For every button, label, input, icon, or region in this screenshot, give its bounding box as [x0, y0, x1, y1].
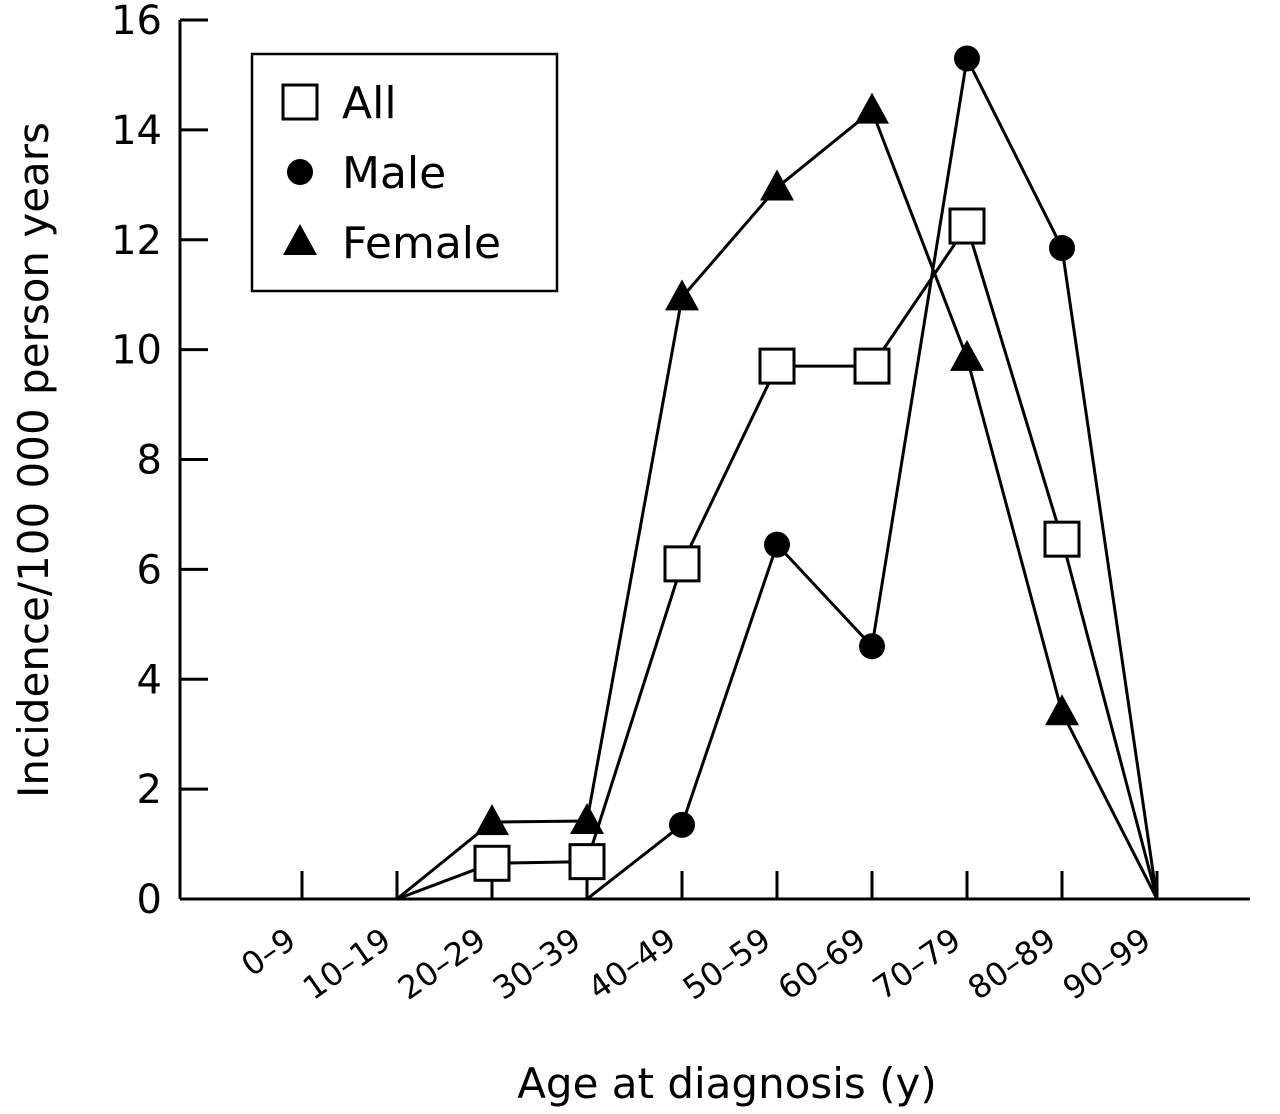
y-tick-label: 8: [137, 438, 162, 484]
legend-marker-male: [287, 159, 313, 185]
data-point-female: [855, 92, 889, 124]
data-point-male: [669, 811, 695, 838]
series-line-male: [586, 53, 1159, 901]
data-point-all: [758, 347, 796, 385]
x-tick-label: 0–9: [234, 920, 302, 984]
y-axis-title: Incidence/100 000 person years: [9, 122, 58, 798]
data-point-all: [568, 843, 606, 881]
data-point-female: [570, 802, 604, 834]
y-tick-label: 14: [111, 108, 162, 154]
y-tick-label: 16: [111, 0, 162, 44]
data-point-male: [1049, 234, 1075, 261]
x-tick-label: 50–59: [676, 920, 778, 1007]
x-axis-title: Age at diagnosis (y): [517, 1059, 937, 1108]
data-point-female: [1045, 694, 1079, 726]
x-tick-label: 40–49: [581, 920, 683, 1007]
data-point-male: [859, 633, 885, 660]
series-line-all: [396, 222, 1159, 901]
data-point-female: [950, 339, 984, 371]
legend-label-female: Female: [342, 218, 501, 269]
series-female: [396, 92, 1159, 901]
data-point-female: [475, 804, 509, 836]
data-point-male: [764, 531, 790, 558]
data-point-all: [663, 545, 701, 583]
data-point-all: [473, 844, 511, 882]
data-point-all: [948, 207, 986, 245]
y-tick-label: 0: [137, 877, 162, 923]
series-layer: [396, 45, 1159, 901]
y-tick-label: 10: [111, 328, 162, 374]
data-point-all: [853, 347, 891, 385]
x-tick-label: 60–69: [771, 920, 873, 1007]
data-point-male: [954, 45, 980, 72]
legend-label-male: Male: [342, 148, 446, 199]
x-tick-label: 90–99: [1056, 920, 1158, 1007]
y-tick-label: 2: [137, 767, 162, 813]
legend-label-all: All: [342, 78, 397, 129]
y-tick-label: 6: [137, 547, 162, 593]
legend-marker-all: [281, 83, 319, 121]
data-point-female: [665, 279, 699, 311]
x-tick-label: 20–29: [391, 920, 493, 1007]
series-male: [586, 45, 1159, 901]
y-tick-label: 4: [137, 657, 162, 703]
series-all: [396, 207, 1159, 901]
x-tick-label: 70–79: [866, 920, 968, 1007]
y-tick-label: 12: [111, 218, 162, 264]
x-tick-label: 10–19: [296, 920, 398, 1007]
data-point-female: [760, 169, 794, 201]
x-tick-label: 30–39: [486, 920, 588, 1007]
x-tick-label: 80–89: [961, 920, 1063, 1007]
chart-legend: All Male Female: [250, 52, 559, 293]
data-point-all: [1043, 520, 1081, 558]
legend-marker-female: [283, 224, 317, 255]
